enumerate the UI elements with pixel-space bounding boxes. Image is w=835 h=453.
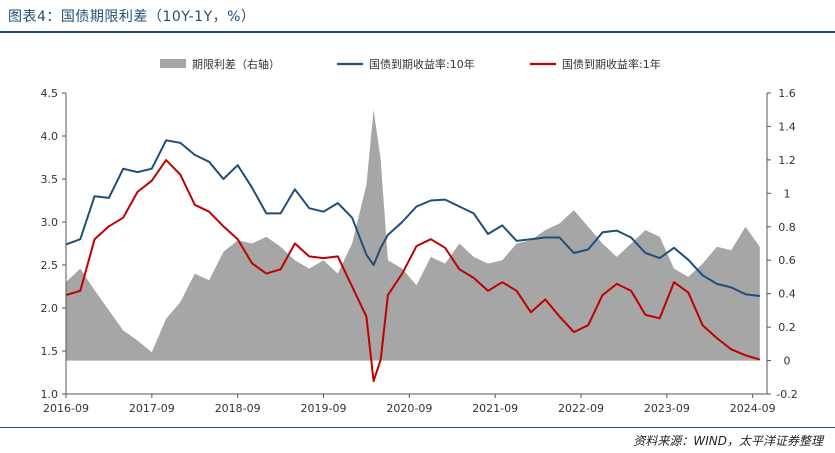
source-note: 资料来源：WIND，太平洋证券整理 <box>633 434 823 448</box>
series-area-spread <box>66 109 760 361</box>
spread-area-layer <box>66 109 760 361</box>
y-right-tick-label: 0.2 <box>778 321 796 334</box>
legend-swatch-spread <box>160 59 186 68</box>
yield-lines-layer <box>65 139 761 383</box>
legend-label-1: 国债到期收益率:10年 <box>369 57 475 71</box>
y-left-tick-label: 4.5 <box>41 87 59 100</box>
legend: 期限利差（右轴） 国债到期收益率:10年 国债到期收益率:1年 <box>160 57 661 71</box>
legend-label-0: 期限利差（右轴） <box>192 57 280 71</box>
y-left-tick-label: 3.5 <box>41 173 59 186</box>
series-line-2 <box>65 159 761 383</box>
series-line-1 <box>65 139 760 297</box>
y-left-tick-label: 2.0 <box>41 302 59 315</box>
figure-title: 图表4：国债期限利差（10Y-1Y，%） <box>8 9 256 25</box>
y-right-tick-label: 0.8 <box>778 221 796 234</box>
y-right-tick-label: 1 <box>784 187 791 200</box>
axes-layer: 1.0 1.5 2.0 2.5 3.0 3.5 4.0 4.5 -0.2 0 0.2 0.4 0.6 0.… <box>41 87 798 415</box>
title-rule <box>0 31 835 33</box>
footer-rule <box>0 427 835 428</box>
x-tick-label: 2021-09 <box>472 402 518 415</box>
y-right-tick-label: 0 <box>784 355 791 368</box>
y-right-tick-label: 0.6 <box>778 254 796 267</box>
x-tick-label: 2017-09 <box>129 402 175 415</box>
y-left-tick-label: 3.0 <box>41 216 59 229</box>
legend-label-2: 国债到期收益率:1年 <box>562 57 661 71</box>
y-left-tick-label: 4.0 <box>41 130 59 143</box>
x-tick-label: 2022-09 <box>558 402 604 415</box>
yield-spread-chart: 1.0 1.5 2.0 2.5 3.0 3.5 4.0 4.5 -0.2 0 0.2 0.4 0.6 0.… <box>41 57 798 415</box>
x-tick-label: 2019-09 <box>301 402 347 415</box>
x-tick-label: 2016-09 <box>43 402 89 415</box>
x-tick-label: 2018-09 <box>215 402 261 415</box>
y-left-tick-label: 2.5 <box>41 259 59 272</box>
y-right-tick-label: 1.2 <box>778 154 796 167</box>
y-right-tick-label: 1.6 <box>778 87 796 100</box>
y-right-tick-label: 1.4 <box>778 120 796 133</box>
x-tick-label: 2023-09 <box>644 402 690 415</box>
y-left-tick-label: 1.5 <box>41 345 59 358</box>
y-right-tick-label: -0.2 <box>776 388 797 401</box>
x-tick-label: 2024-09 <box>730 402 776 415</box>
y-left-tick-label: 1.0 <box>41 388 59 401</box>
y-right-tick-label: 0.4 <box>778 288 796 301</box>
x-tick-label: 2020-09 <box>386 402 432 415</box>
